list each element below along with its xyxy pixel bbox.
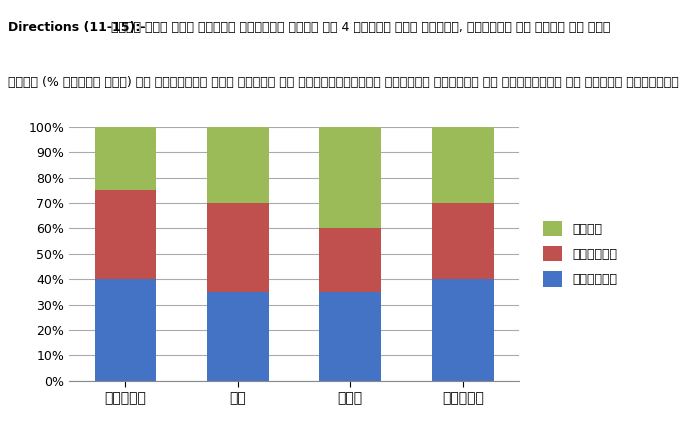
Bar: [207, 292, 268, 381]
Bar: [432, 279, 493, 381]
Text: व्यय (% वितरण में) को दर्शाता है। ग्राफ का ध्यानपूर्वक अध्ययन कीजिये और प्रश्नों: व्यय (% वितरण में) को दर्शाता है। ग्राफ …: [8, 76, 679, 89]
Bar: [320, 228, 381, 292]
Bar: [432, 127, 493, 203]
Bar: [432, 203, 493, 279]
Bar: [207, 203, 268, 292]
Text: दिया गया बार ग्राफ मिस्टर चंकी के 4 महीने में किराए, यात्रा और भोजन पर हुए: दिया गया बार ग्राफ मिस्टर चंकी के 4 महीन…: [107, 21, 610, 34]
Legend: भोजन, यात्रा, किराया: भोजन, यात्रा, किराया: [543, 221, 617, 287]
Bar: [95, 279, 156, 381]
Bar: [320, 292, 381, 381]
Text: Directions (11-15):-: Directions (11-15):-: [8, 21, 146, 34]
Bar: [207, 127, 268, 203]
Bar: [320, 127, 381, 228]
Bar: [95, 190, 156, 279]
Bar: [95, 127, 156, 190]
